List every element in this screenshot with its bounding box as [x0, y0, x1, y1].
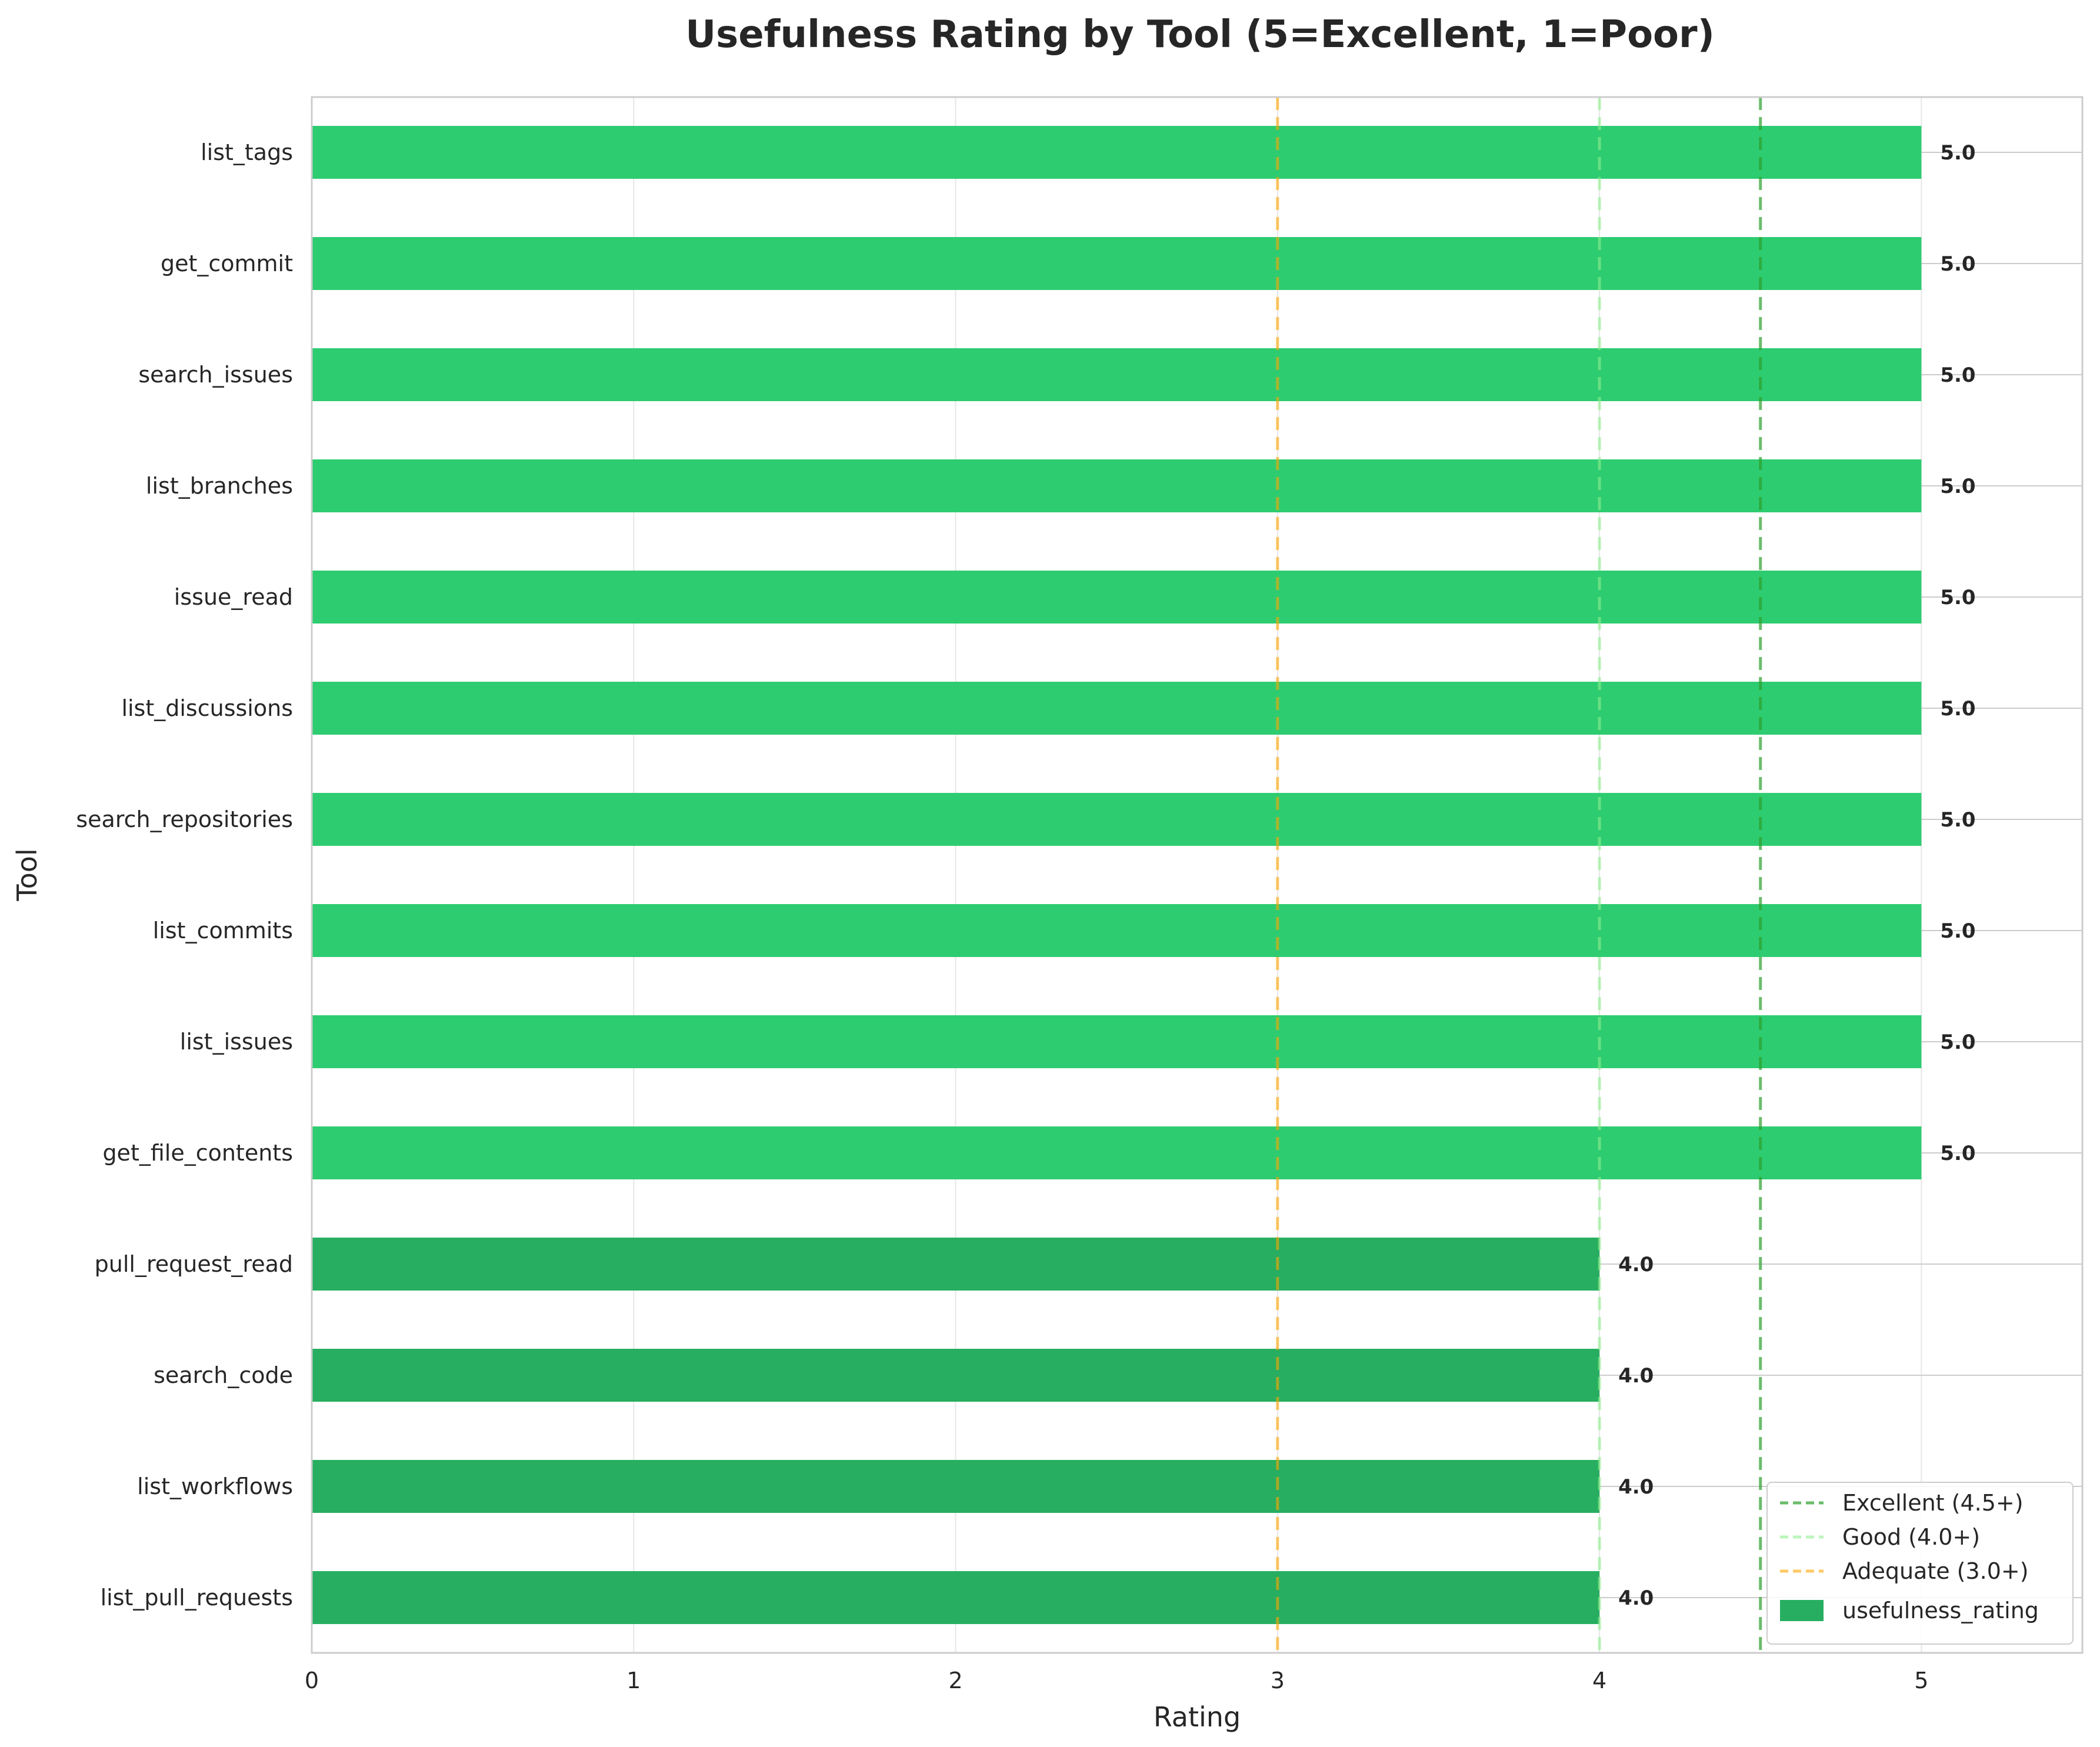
bars	[312, 126, 1922, 1624]
bar-list_branches	[312, 459, 1922, 512]
y-tick-label-list_pull_requests: list_pull_requests	[101, 1585, 293, 1611]
bar-get_file_contents	[312, 1126, 1922, 1179]
y-tick-label-search_issues: search_issues	[138, 362, 293, 388]
y-tick-label-list_branches: list_branches	[146, 473, 293, 499]
bar-list_issues	[312, 1015, 1922, 1068]
bar-search_issues	[312, 348, 1922, 401]
data-label-search_code: 4.0	[1618, 1364, 1654, 1388]
bar-search_repositories	[312, 793, 1922, 846]
data-label-list_branches: 5.0	[1940, 475, 1975, 498]
x-tick-labels: 0 1 2 3 4 5	[305, 1668, 1929, 1693]
bar-issue_read	[312, 571, 1922, 624]
y-tick-label-list_workflows: list_workflows	[137, 1473, 293, 1499]
legend: Excellent (4.5+) Good (4.0+) Adequate (3.0…	[1766, 1482, 2074, 1645]
y-tick-label-get_file_contents: get_file_contents	[102, 1140, 293, 1166]
bar-list_pull_requests	[312, 1571, 1600, 1624]
data-label-get_commit: 5.0	[1940, 252, 1975, 276]
y-tick-label-search_code: search_code	[154, 1362, 293, 1388]
legend-label-ref-1: Good (4.0+)	[1842, 1524, 1980, 1550]
data-label-list_issues: 5.0	[1940, 1031, 1975, 1054]
legend-label-bar: usefulness_rating	[1842, 1598, 2039, 1623]
x-tick-label: 4	[1592, 1668, 1606, 1693]
plot-frame	[311, 96, 2084, 1654]
x-tick-label: 5	[1914, 1668, 1928, 1693]
row-lines	[1599, 152, 2082, 1598]
y-tick-label-list_commits: list_commits	[153, 918, 293, 943]
data-label-list_workflows: 4.0	[1618, 1475, 1654, 1499]
bar-list_workflows	[312, 1460, 1600, 1513]
bar-list_commits	[312, 904, 1922, 957]
data-label-list_commits: 5.0	[1940, 919, 1975, 943]
y-tick-label-get_commit: get_commit	[161, 251, 293, 276]
x-tick-label: 2	[948, 1668, 962, 1693]
x-tick-label: 1	[626, 1668, 641, 1693]
data-label-list_discussions: 5.0	[1940, 697, 1975, 721]
y-tick-label-list_issues: list_issues	[180, 1029, 293, 1055]
data-label-get_file_contents: 5.0	[1940, 1142, 1975, 1165]
bar-list_tags	[312, 126, 1922, 179]
reference-lines	[1276, 97, 1762, 1653]
y-tick-label-issue_read: issue_read	[174, 584, 293, 610]
bar-get_commit	[312, 237, 1922, 290]
y-tick-label-pull_request_read: pull_request_read	[95, 1251, 293, 1277]
x-tick-label: 0	[305, 1668, 319, 1693]
data-label-list_pull_requests: 4.0	[1618, 1586, 1654, 1610]
y-tick-label-search_repositories: search_repositories	[76, 806, 293, 832]
x-axis-label: Rating	[1154, 1701, 1241, 1733]
data-labels: 5.0 5.0 5.0 5.0 5.0 5.0 5.0 5.0 5.0 5.0 4.0 4.0 4.0 4…	[1618, 141, 1976, 1610]
bar-pull_request_read	[312, 1238, 1600, 1291]
data-label-list_tags: 5.0	[1940, 141, 1975, 165]
legend-label-ref-2: Adequate (3.0+)	[1842, 1558, 2029, 1584]
data-label-search_repositories: 5.0	[1940, 808, 1975, 832]
x-tick-label: 3	[1271, 1668, 1285, 1693]
y-tick-labels: list_tags get_commit search_issues list_bra…	[76, 139, 293, 1611]
bar-search_code	[312, 1349, 1600, 1402]
legend-label-ref-0: Excellent (4.5+)	[1842, 1490, 2024, 1516]
data-label-issue_read: 5.0	[1940, 586, 1975, 609]
legend-box	[1766, 1482, 2074, 1645]
chart-title: Usefulness Rating by Tool (5=Excellent, …	[685, 13, 1715, 56]
data-label-pull_request_read: 4.0	[1618, 1253, 1654, 1276]
legend-swatch-bar	[1780, 1600, 1824, 1621]
data-label-search_issues: 5.0	[1940, 364, 1975, 387]
y-axis-label: Tool	[11, 848, 43, 901]
y-tick-label-list_discussions: list_discussions	[121, 695, 293, 721]
bar-list_discussions	[312, 682, 1922, 735]
grid-lines	[311, 97, 1922, 1653]
y-tick-label-list_tags: list_tags	[201, 139, 293, 165]
